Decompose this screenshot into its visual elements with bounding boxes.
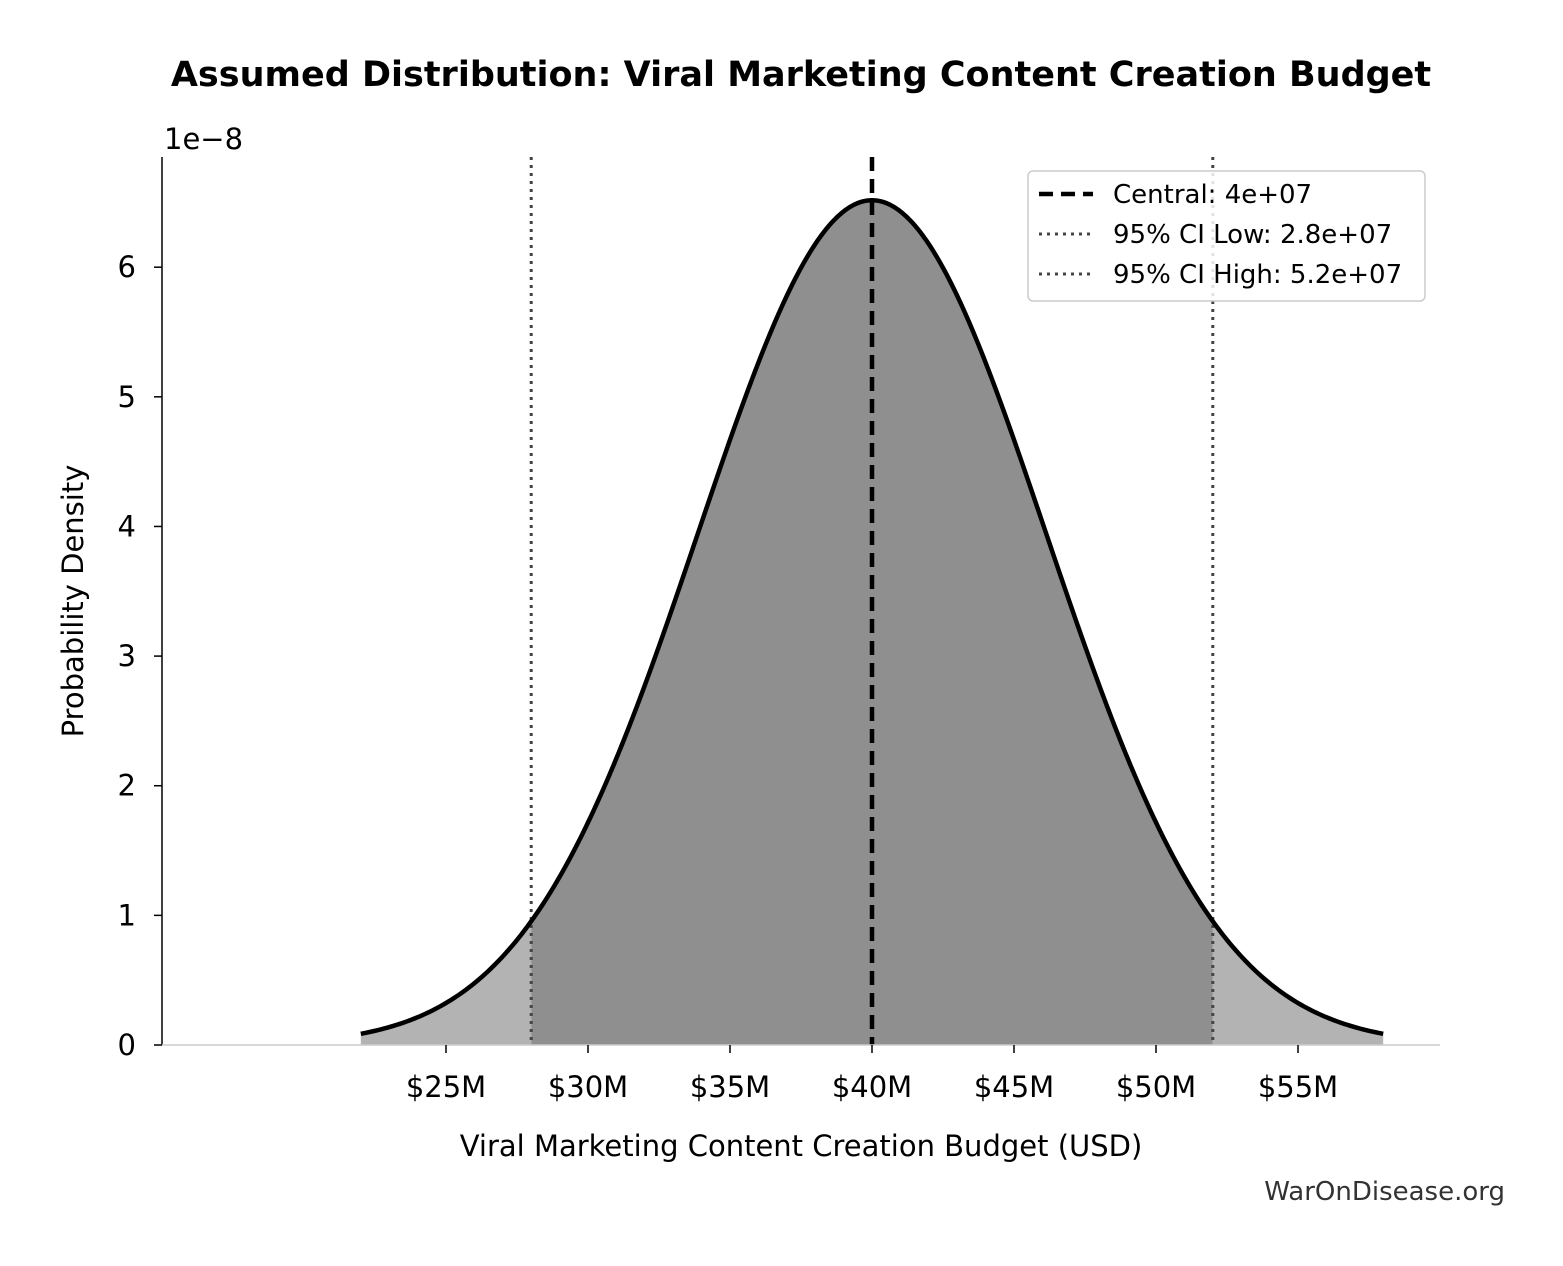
y-axis-label: Probability Density	[56, 465, 90, 738]
y-tick-label: 6	[118, 250, 136, 284]
x-tick-label: $50M	[1116, 1070, 1196, 1104]
legend-box	[1027, 170, 1426, 302]
x-tick-label: $25M	[406, 1070, 486, 1104]
y-tick-label: 2	[118, 769, 136, 803]
y-tick-label: 5	[118, 380, 136, 414]
density-curve	[360, 197, 1384, 1036]
x-tick-label: $40M	[832, 1070, 912, 1104]
x-tick-label: $55M	[1258, 1070, 1338, 1104]
x-tick-label: $30M	[548, 1070, 628, 1104]
x-axis-label: Viral Marketing Content Creation Budget …	[460, 1129, 1143, 1163]
y-tick-label: 3	[118, 639, 136, 673]
chart-title: Assumed Distribution: Viral Marketing Co…	[171, 55, 1431, 95]
legend-entry-label: 95% CI High: 5.2e+07	[1113, 260, 1402, 290]
axes	[161, 157, 1440, 1046]
y-tick-label: 4	[118, 509, 136, 543]
legend: Central: 4e+07 95% CI Low: 2.8e+07 95% CI …	[1027, 170, 1426, 302]
legend-entry-label: 95% CI Low: 2.8e+07	[1113, 220, 1392, 250]
watermark: WarOnDisease.org	[1264, 1177, 1505, 1207]
right-tail-area	[1212, 921, 1384, 1045]
x-ticks: $25M $30M $35M $40M $45M $50M $55M	[406, 1045, 1338, 1104]
reference-lines	[529, 157, 1215, 1045]
left-tail-area	[360, 921, 532, 1045]
y-axis-offset-label: 1e−8	[164, 122, 243, 156]
y-ticks: 0 1 2 3 4 5 6	[118, 250, 162, 1062]
density-curve-group	[360, 197, 1384, 1036]
y-tick-label: 1	[118, 898, 136, 932]
legend-entry-label: Central: 4e+07	[1113, 180, 1312, 210]
x-tick-label: $35M	[690, 1070, 770, 1104]
x-tick-label: $45M	[974, 1070, 1054, 1104]
y-tick-label: 0	[118, 1028, 136, 1062]
